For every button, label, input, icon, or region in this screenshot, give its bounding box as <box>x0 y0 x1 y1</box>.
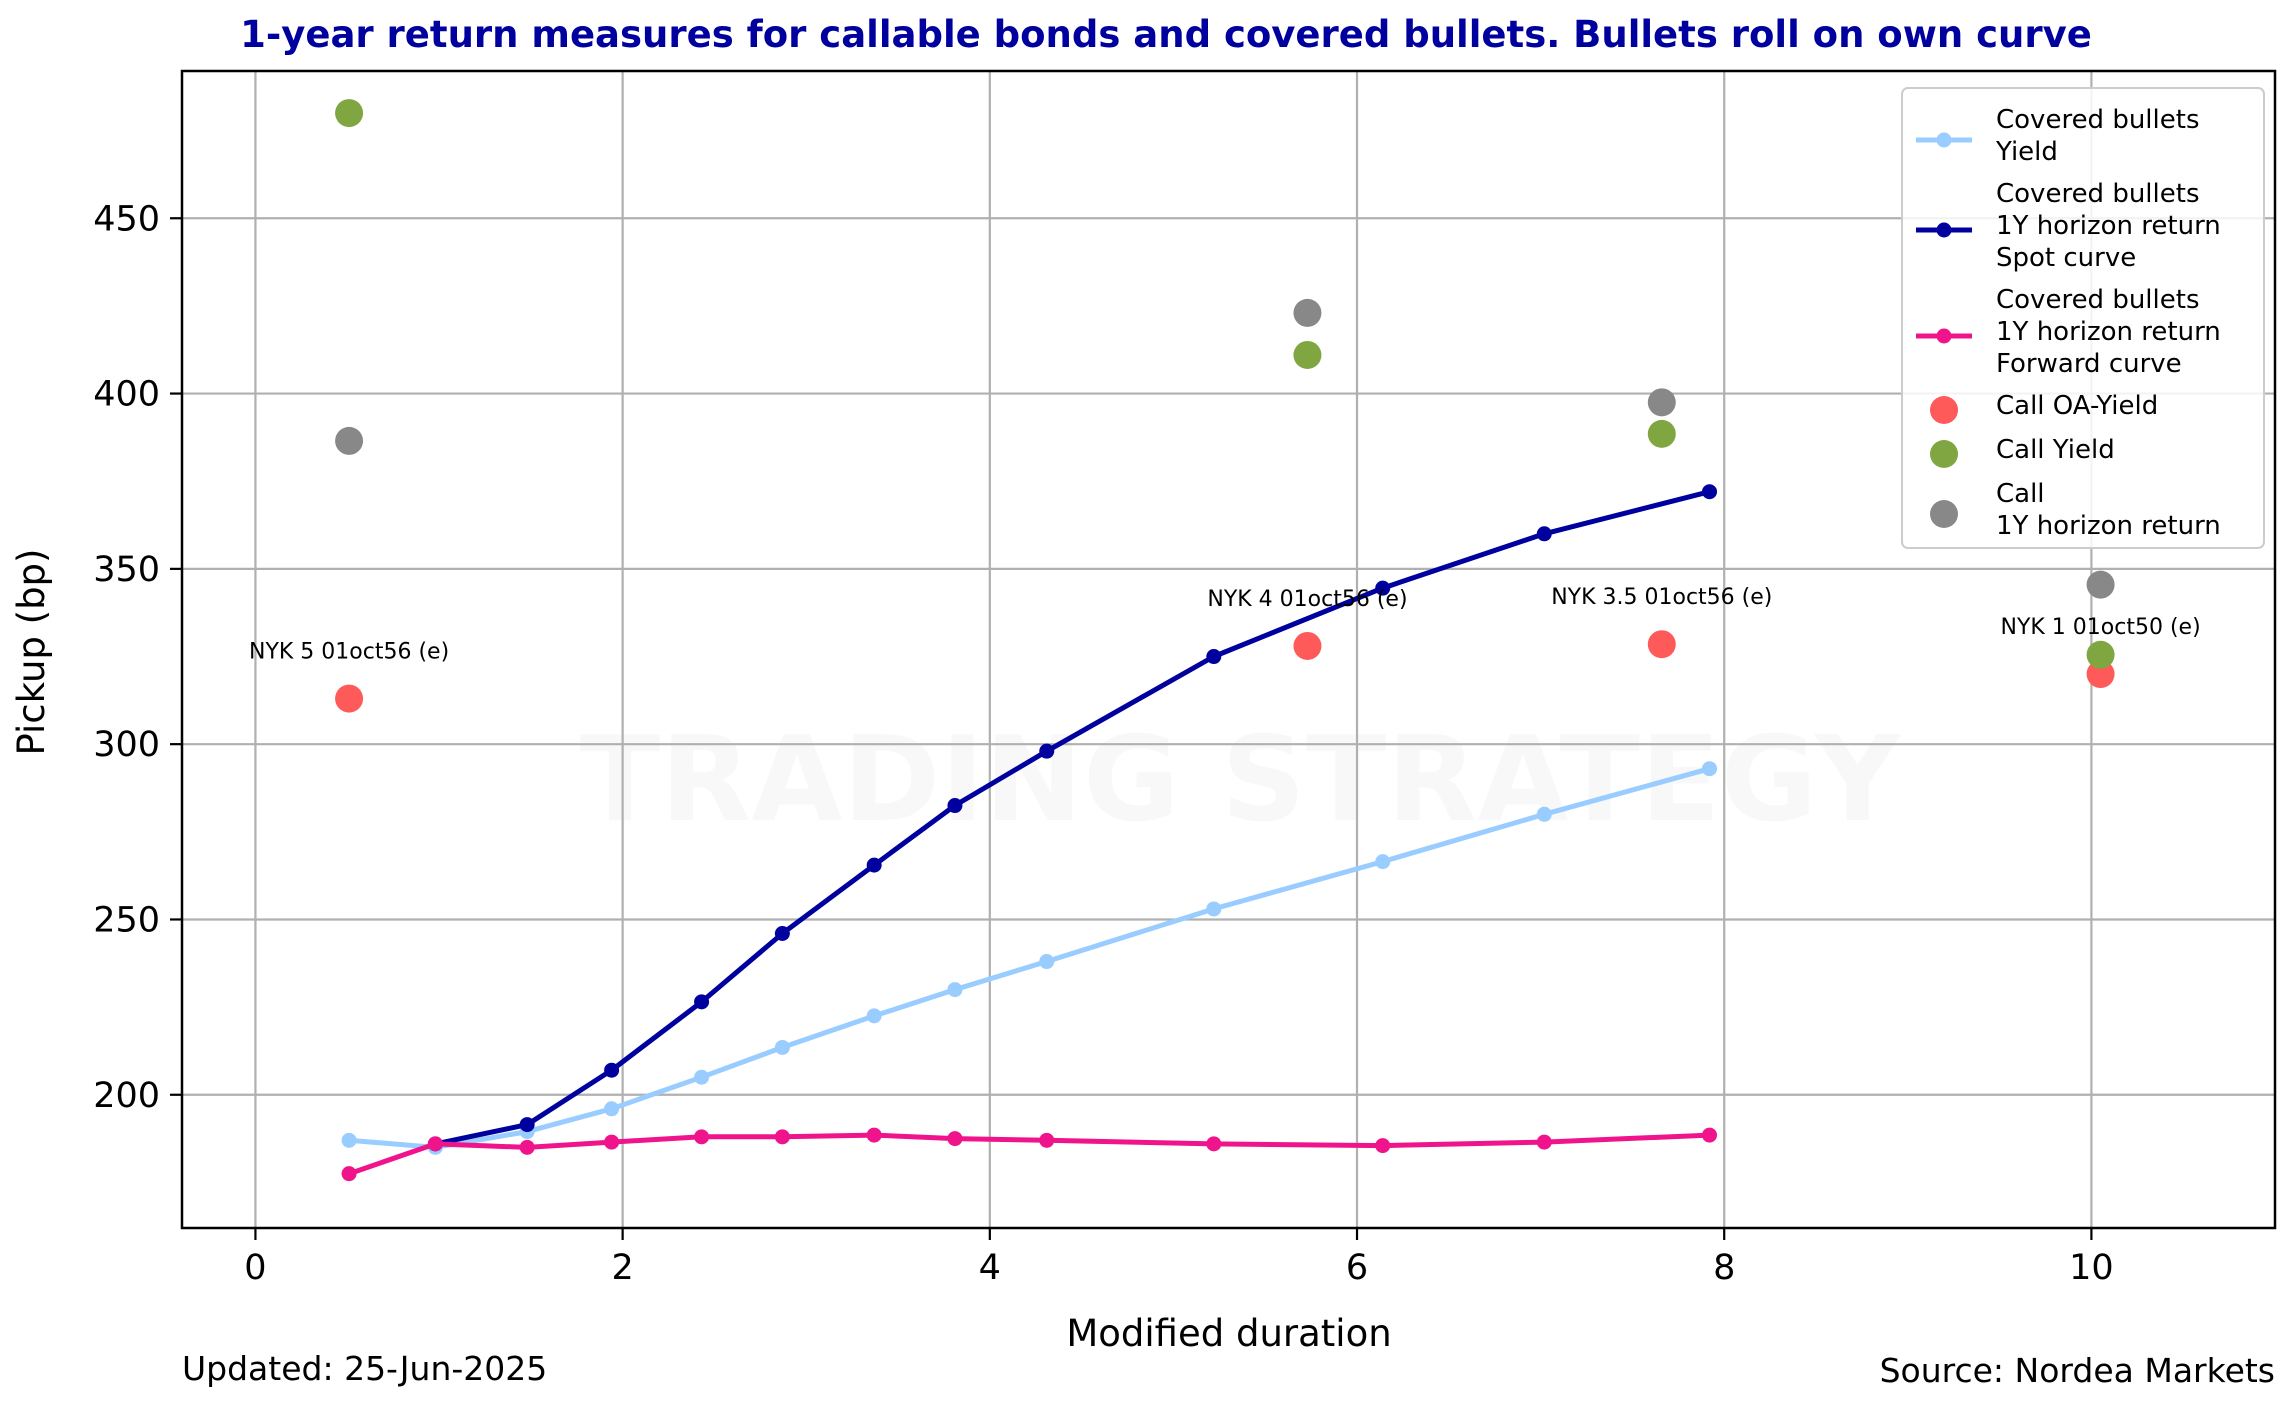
scatter-point <box>1647 630 1676 659</box>
series-point <box>1702 484 1718 500</box>
series-point <box>1206 649 1222 665</box>
legend-swatch-marker <box>1936 222 1952 238</box>
watermark-text: TRADING STRATEGY <box>580 710 1902 848</box>
series-point <box>1702 761 1718 777</box>
series-point <box>1206 1136 1222 1152</box>
series-line-1 <box>434 489 1711 1147</box>
series-point <box>694 1129 710 1145</box>
legend: Covered bullets Yield Covered bullets 1Y ho… <box>1901 87 2265 549</box>
series-point <box>866 1008 882 1024</box>
legend-entry-0: Covered bullets Yield <box>1995 105 2200 167</box>
scatter-point <box>1293 340 1322 369</box>
series-point <box>1536 806 1552 822</box>
point-annotation: NYK 1 01oct50 (e) <box>2000 615 2200 640</box>
series-point <box>1536 1134 1552 1150</box>
legend-box <box>1901 87 2265 549</box>
series-point <box>341 1132 357 1148</box>
scatter-point <box>335 684 364 713</box>
point-annotation: NYK 4 01oct56 (e) <box>1207 587 1407 612</box>
series-point <box>1039 743 1055 759</box>
series-point <box>604 1062 620 1078</box>
legend-entry-4: Call Yield <box>1996 435 2115 465</box>
y-tick-label: 350 <box>93 550 160 590</box>
point-annotation: NYK 3.5 01oct56 (e) <box>1551 585 1772 610</box>
point-annotation: NYK 5 01oct56 (e) <box>249 640 449 665</box>
x-axis-label: Modified duration <box>1066 1312 1391 1355</box>
legend-entry-1: Covered bullets 1Y horizon return Spot cur… <box>1996 179 2221 273</box>
series-point <box>1206 901 1222 917</box>
scatter-point <box>1293 631 1322 660</box>
scatter-point <box>335 99 364 128</box>
legend-swatch-marker <box>1930 500 1958 528</box>
y-tick-label: 400 <box>93 375 160 415</box>
series-point <box>774 1039 790 1055</box>
legend-swatch-marker <box>1936 132 1952 148</box>
scatter-point <box>1293 298 1322 327</box>
x-tick-label: 0 <box>244 1248 266 1288</box>
scatter-point <box>2086 660 2115 689</box>
axis-ticks: 0 2 4 6 8 10 200 250 300 350 400 450 <box>93 199 2113 1288</box>
series-point <box>694 1069 710 1085</box>
series-point <box>1536 526 1552 542</box>
annotations: NYK 5 01oct56 (e) NYK 4 01oct56 (e) NYK 3.… <box>249 585 2201 664</box>
series-point <box>1375 1138 1391 1154</box>
legend-entry-3: Call OA-Yield <box>1996 391 2158 421</box>
series-point <box>947 798 963 814</box>
series-point <box>1375 854 1391 870</box>
series-point <box>604 1134 620 1150</box>
series-point <box>866 857 882 873</box>
x-tick-label: 10 <box>2069 1248 2114 1288</box>
series-point <box>1039 954 1055 970</box>
legend-entry-5: Call 1Y horizon return <box>1996 479 2221 541</box>
y-tick-label: 450 <box>93 199 160 239</box>
series-point <box>774 1129 790 1145</box>
scatter-point <box>335 426 364 455</box>
series-point <box>694 994 710 1010</box>
updated-note: Updated: 25-Jun-2025 <box>182 1349 547 1388</box>
legend-swatch-marker <box>1936 328 1952 344</box>
series-lines <box>335 99 2115 1182</box>
watermark: TRADING STRATEGY <box>580 710 1902 848</box>
x-tick-label: 2 <box>611 1248 633 1288</box>
chart-title: 1-year return measures for callable bond… <box>240 13 2092 56</box>
legend-swatch-marker <box>1930 396 1958 424</box>
series-point <box>1039 1132 1055 1148</box>
series-point <box>341 1166 357 1182</box>
y-tick-label: 250 <box>93 900 160 940</box>
series-point <box>774 925 790 941</box>
series-point <box>1375 580 1391 596</box>
legend-swatch-marker <box>1930 440 1958 468</box>
x-tick-label: 6 <box>1346 1248 1368 1288</box>
source-note: Source: Nordea Markets <box>1880 1351 2275 1390</box>
series-point <box>519 1139 535 1155</box>
axes-frame <box>180 69 2277 1230</box>
series-point <box>947 982 963 998</box>
series-point <box>604 1101 620 1117</box>
scatter-point <box>2086 570 2115 599</box>
series-point <box>519 1117 535 1133</box>
plot-frame <box>180 69 2277 1230</box>
series-point <box>866 1127 882 1143</box>
scatter-point <box>1647 388 1676 417</box>
legend-entry-2: Covered bullets 1Y horizon return Forward … <box>1996 285 2221 379</box>
scatter-point <box>2086 640 2115 669</box>
y-tick-label: 200 <box>93 1076 160 1116</box>
scatter-point <box>1647 419 1676 448</box>
series-point <box>947 1131 963 1147</box>
series-point <box>1702 1127 1718 1143</box>
y-axis-label: Pickup (bp) <box>10 549 53 756</box>
y-tick-label: 300 <box>93 725 160 765</box>
series-point <box>427 1136 443 1152</box>
x-tick-label: 8 <box>1713 1248 1735 1288</box>
series-line-2 <box>348 1132 1710 1177</box>
x-tick-label: 4 <box>979 1248 1001 1288</box>
